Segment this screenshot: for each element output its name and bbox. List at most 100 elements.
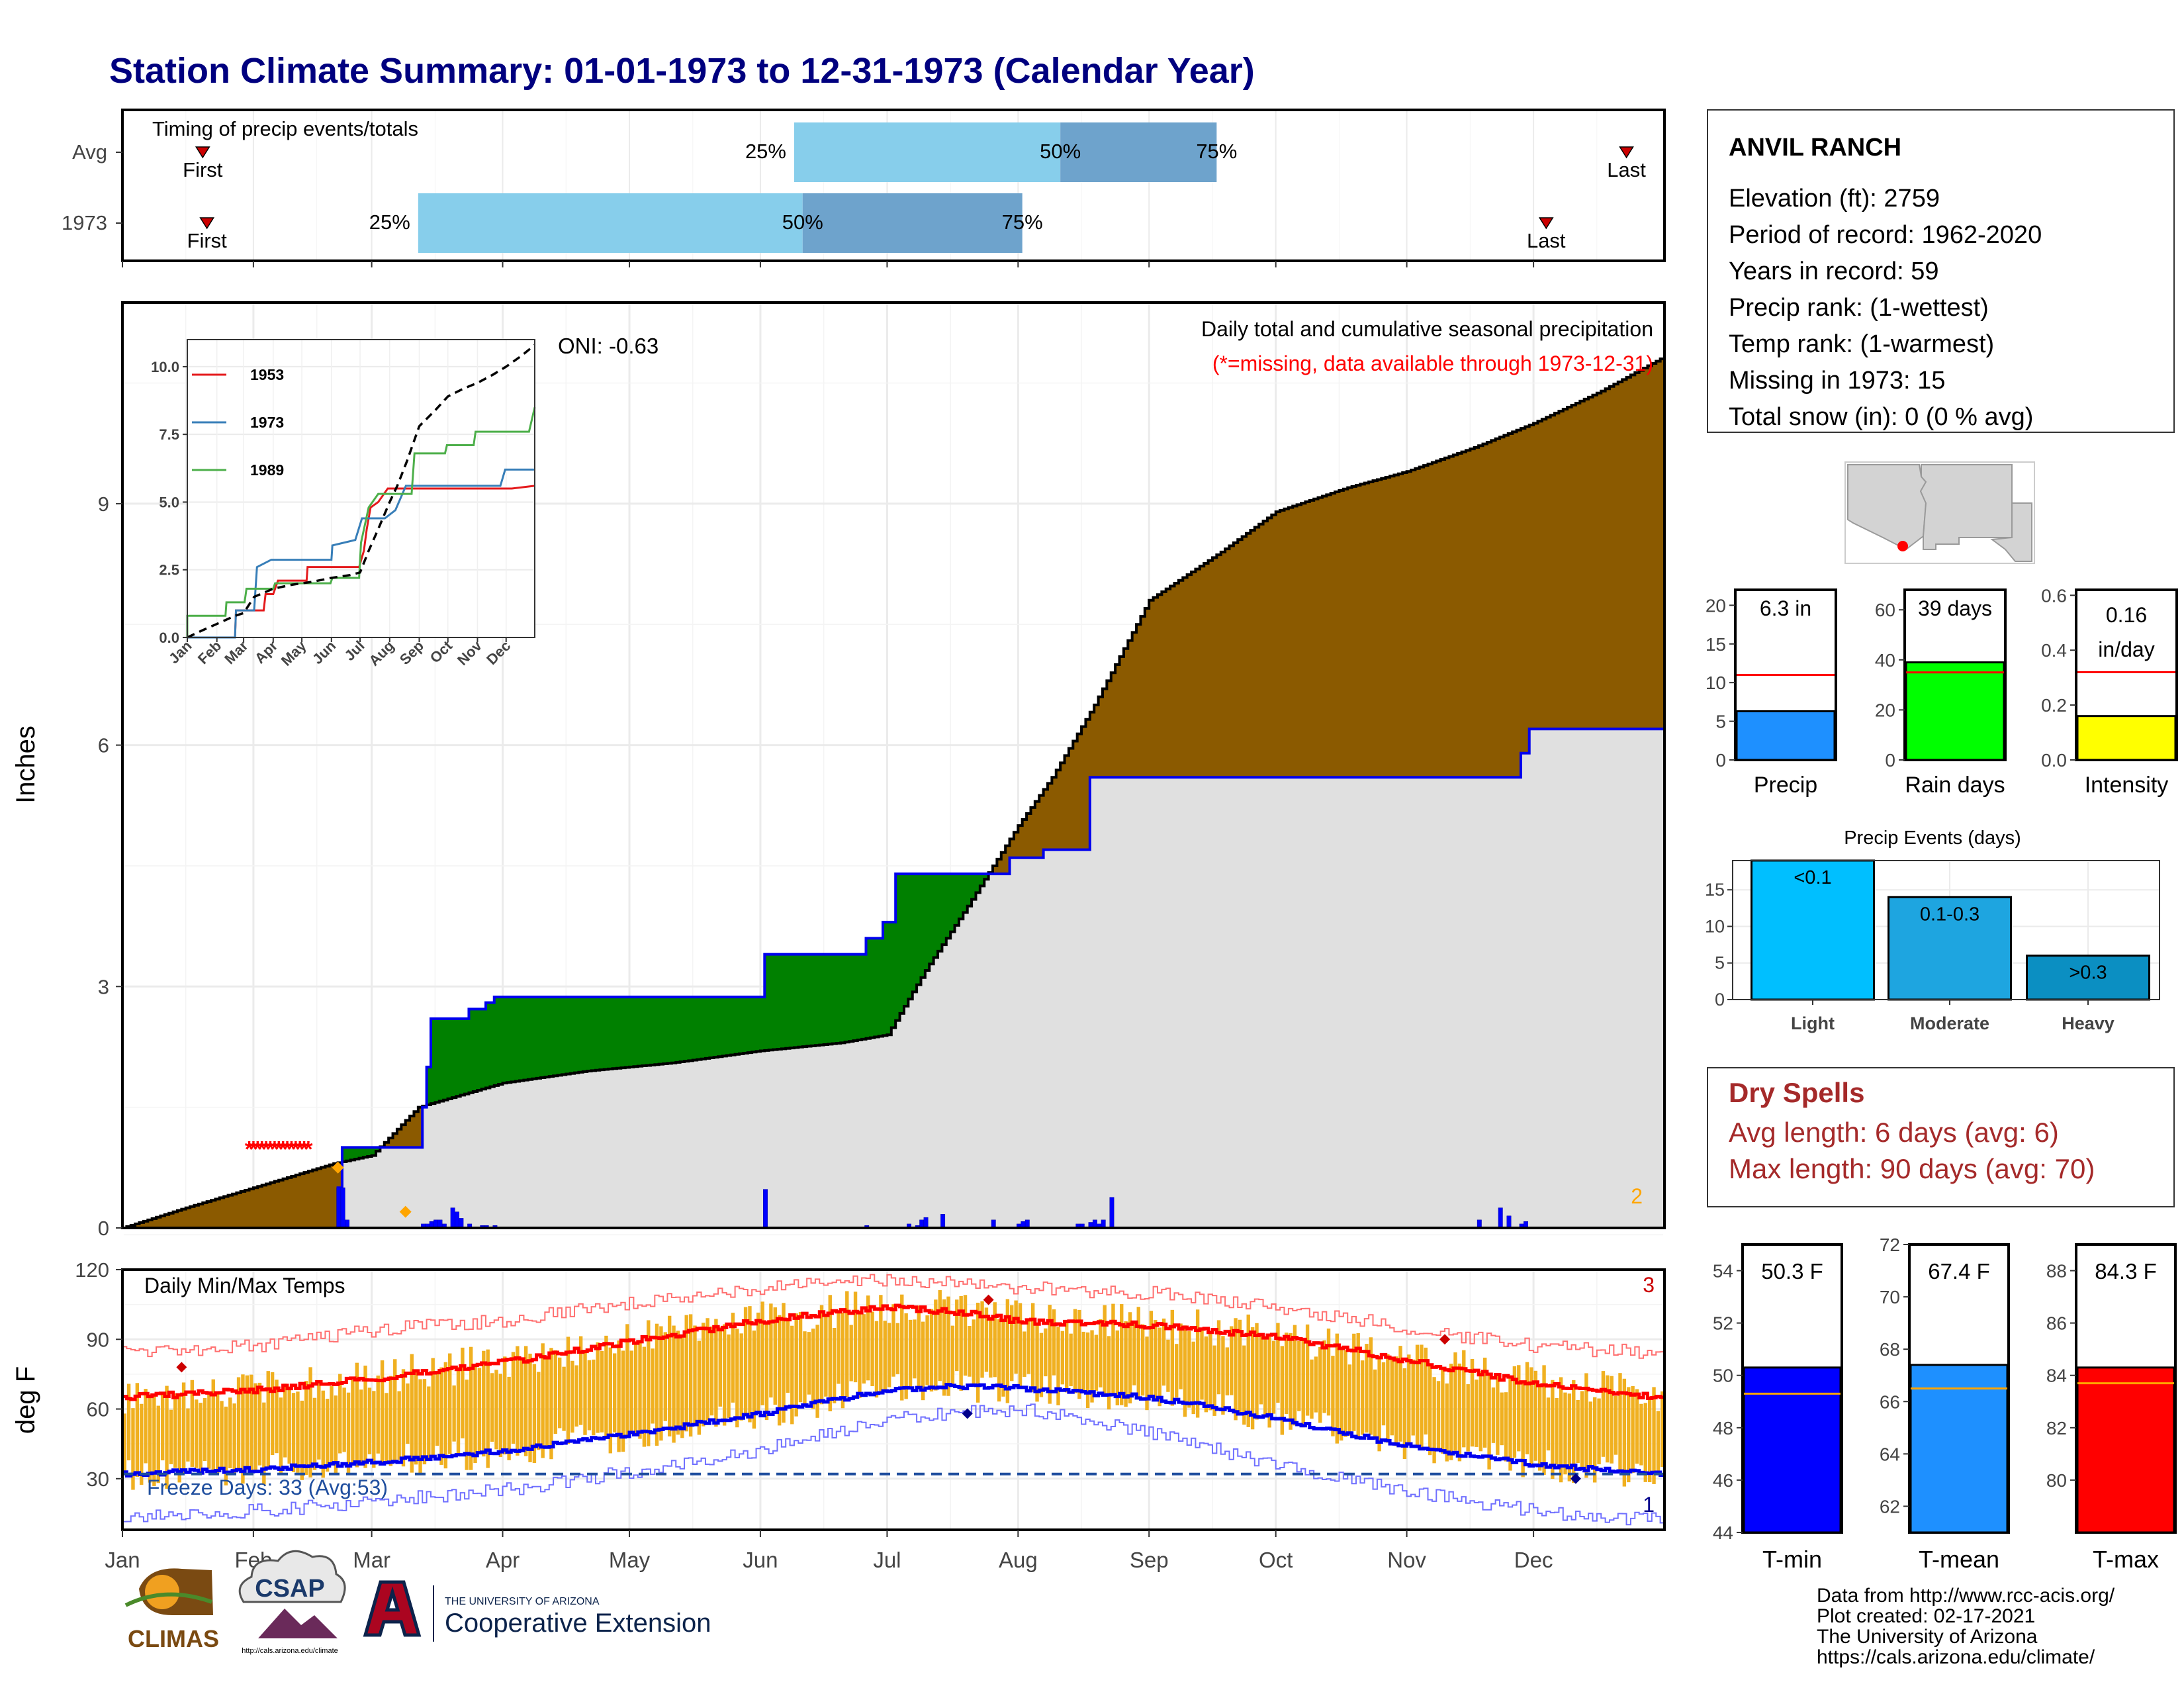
temps-day-bar-309	[1428, 1365, 1432, 1456]
temps-day-bar-10	[165, 1385, 169, 1489]
inset-ytick-label-1: 2.5	[159, 562, 179, 579]
temps-day-bar-153	[769, 1303, 773, 1398]
temps-day-bar-198	[959, 1295, 963, 1391]
temps-day-bar-137	[702, 1323, 705, 1427]
temps-day-bar-311	[1436, 1381, 1441, 1449]
summary-tick-label-0-0: 0	[1715, 750, 1726, 771]
temps-day-bar-301	[1394, 1356, 1398, 1446]
temps-day-bar-283	[1318, 1346, 1322, 1423]
temps-day-bar-61	[380, 1360, 385, 1465]
events-category-Moderate: Moderate	[1910, 1013, 1989, 1033]
temps-day-bar-213	[1023, 1331, 1026, 1377]
temps-day-bar-291	[1352, 1333, 1356, 1431]
inset-average-dashed-line	[187, 344, 536, 639]
precip-daily-bar-16	[763, 1189, 768, 1229]
timing-q50-label-1: 50%	[782, 211, 823, 234]
temps-day-bar-49	[330, 1386, 334, 1463]
temps-day-bar-351	[1606, 1375, 1610, 1463]
csap-logo-text: CSAP	[255, 1575, 325, 1603]
temp-summary-tick-label-0-3: 50	[1713, 1366, 1733, 1386]
temps-day-bar-73	[431, 1358, 435, 1456]
temps-day-bar-145	[735, 1329, 739, 1428]
temps-day-bar-152	[764, 1323, 769, 1421]
temps-day-bar-246	[1161, 1318, 1166, 1386]
csap-mountain	[258, 1609, 338, 1638]
temps-day-bar-308	[1424, 1347, 1428, 1435]
temps-day-bar-120	[629, 1350, 633, 1432]
temps-day-bar-222	[1060, 1331, 1065, 1385]
temps-day-bar-357	[1631, 1385, 1635, 1474]
station-detail-4: Temp rank: (1-warmest)	[1729, 330, 1994, 358]
precip-corner-count: 2	[1631, 1184, 1643, 1208]
precip-missing-marker-14: *	[304, 1137, 313, 1162]
timing-q50-label-0: 50%	[1040, 140, 1081, 163]
temps-day-bar-149	[752, 1331, 756, 1429]
temps-day-bar-115	[608, 1347, 613, 1454]
temp-summary-tick-label-0-5: 54	[1713, 1261, 1733, 1282]
precip-missing-marker-2: *	[253, 1137, 263, 1162]
csap-logo: CSAP http://cals.arizona.edu/climate	[238, 1550, 346, 1655]
temps-day-bar-136	[697, 1340, 702, 1435]
temp-summary-bar-T-min	[1743, 1366, 1842, 1534]
temps-day-bar-191	[929, 1309, 934, 1392]
temps-day-bar-319	[1470, 1358, 1475, 1447]
temps-day-bar-268	[1255, 1323, 1259, 1420]
temps-day-bar-176	[866, 1295, 870, 1381]
summary-name-Precip: Precip	[1754, 773, 1817, 798]
month-xtick-label-Apr: Apr	[486, 1548, 520, 1572]
precip-oni-label: ONI: -0.63	[558, 334, 659, 358]
precip-daily-bar-0	[336, 1187, 341, 1229]
temps-ytick-label-2: 90	[87, 1328, 109, 1351]
temps-day-bar-185	[904, 1313, 908, 1399]
temps-day-bar-258	[1212, 1345, 1216, 1416]
precip-daily-bar-11	[459, 1218, 464, 1229]
precip-daily-bar-22	[940, 1214, 946, 1229]
temp-summary-tick-label-0-0: 44	[1713, 1523, 1733, 1543]
temps-day-bar-109	[583, 1350, 587, 1435]
temps-day-bar-69	[414, 1371, 418, 1465]
temps-day-bar-339	[1555, 1397, 1559, 1465]
temp-summary-tick-label-2-0: 80	[2046, 1470, 2067, 1491]
precip-average-cumulative-line	[122, 357, 1664, 1229]
temp-summary-tick-label-0-1: 46	[1713, 1470, 1733, 1491]
ua-big-text: Cooperative Extension	[445, 1609, 711, 1638]
summary-name-Rain days: Rain days	[1905, 773, 2005, 798]
temps-day-bar-165	[819, 1305, 824, 1405]
temps-day-bar-235	[1115, 1330, 1120, 1406]
temps-day-bar-64	[393, 1359, 397, 1461]
temps-day-bar-263	[1234, 1318, 1238, 1421]
ua-small-text: THE UNIVERSITY OF ARIZONA	[445, 1596, 600, 1607]
temps-day-bar-90	[503, 1356, 507, 1455]
temps-day-bar-28	[241, 1374, 245, 1484]
timing-first-label-0: First	[183, 158, 223, 181]
events-ytick-label-2: 10	[1705, 916, 1725, 936]
temp-summary-tick-label-1-4: 70	[1880, 1287, 1900, 1307]
temps-day-bar-302	[1398, 1346, 1402, 1442]
temps-day-bar-333	[1529, 1367, 1533, 1468]
temps-day-bar-322	[1483, 1357, 1487, 1448]
temps-day-bar-125	[651, 1348, 655, 1424]
temps-day-bar-300	[1390, 1356, 1394, 1436]
temps-day-bar-36	[275, 1380, 279, 1454]
temps-day-bar-55	[355, 1362, 359, 1468]
temps-day-bar-340	[1559, 1377, 1563, 1483]
temps-day-bar-240	[1136, 1307, 1140, 1399]
temps-day-bar-271	[1267, 1336, 1271, 1428]
temps-day-bar-192	[934, 1299, 938, 1391]
temps-average-max-line	[122, 1303, 1664, 1401]
month-xtick-label-Mar: Mar	[353, 1548, 390, 1572]
temps-day-bar-100	[545, 1358, 549, 1447]
timing-x-ticks	[116, 152, 1535, 267]
precip-missing-marker-9: *	[283, 1137, 292, 1162]
timing-row-year-label: 1973	[62, 211, 107, 234]
events-ytick-label-0: 0	[1715, 990, 1725, 1009]
temps-day-bar-7	[152, 1394, 156, 1486]
temps-day-bar-194	[942, 1299, 946, 1396]
temps-day-bar-14	[181, 1382, 186, 1474]
temps-day-bar-362	[1652, 1387, 1656, 1484]
events-ytick-label-3: 15	[1705, 880, 1725, 900]
temps-day-bar-48	[325, 1399, 330, 1472]
map-station-dot	[1897, 541, 1908, 551]
temps-day-bar-42	[300, 1400, 304, 1480]
temps-day-bar-24	[224, 1406, 228, 1485]
